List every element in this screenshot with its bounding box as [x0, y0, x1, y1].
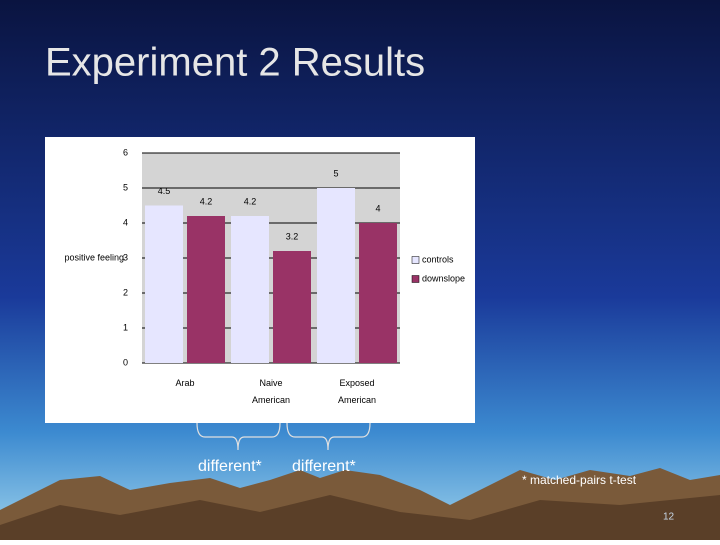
- value-label: 4.2: [200, 196, 213, 206]
- value-label: 4.2: [244, 196, 257, 206]
- value-label: 4.5: [158, 186, 171, 196]
- y-tick-label: 0: [123, 357, 128, 367]
- brace: [196, 422, 281, 451]
- bar: [145, 205, 183, 363]
- legend-swatch: [411, 256, 420, 264]
- bar: [359, 223, 397, 363]
- x-tick-label: Arab: [175, 378, 195, 388]
- y-tick-label: 3: [123, 252, 128, 262]
- value-label: 5: [333, 168, 338, 178]
- x-tick-label-box: Arab: [175, 378, 195, 388]
- y-axis-label: positive feeling: [64, 252, 124, 262]
- x-tick-label-box: Naive American: [251, 378, 290, 405]
- y-tick-label: 4: [123, 217, 128, 227]
- y-tick-label: 6: [123, 147, 128, 157]
- legend-swatch: [411, 275, 420, 283]
- y-tick-label: 5: [123, 182, 128, 192]
- footnote: * matched-pairs t-test: [522, 473, 637, 487]
- annotation: different*: [198, 458, 262, 475]
- bar: [273, 251, 311, 363]
- legend-label: controls: [422, 254, 454, 264]
- page-number: 12: [663, 512, 675, 523]
- slide-title: Experiment 2 Results: [45, 41, 425, 85]
- bar: [187, 216, 225, 363]
- x-tick-label: Naive American: [251, 378, 290, 405]
- bar: [231, 216, 269, 363]
- bar: [317, 188, 355, 363]
- chart: 0 1 2 3 4 5 6 positive feeling Arab 4.5 4.2 Naive A…: [64, 147, 465, 405]
- brace: [286, 422, 371, 451]
- x-tick-label-box: Exposed American: [337, 378, 376, 405]
- legend-label: downslope: [422, 273, 465, 283]
- y-tick-label: 1: [123, 322, 128, 332]
- x-tick-label: Exposed American: [337, 378, 376, 405]
- value-label: 3.2: [286, 231, 299, 241]
- mountains-front: [0, 495, 720, 540]
- annotation: different*: [292, 458, 356, 475]
- y-tick-label: 2: [123, 287, 128, 297]
- value-label: 4: [375, 203, 380, 213]
